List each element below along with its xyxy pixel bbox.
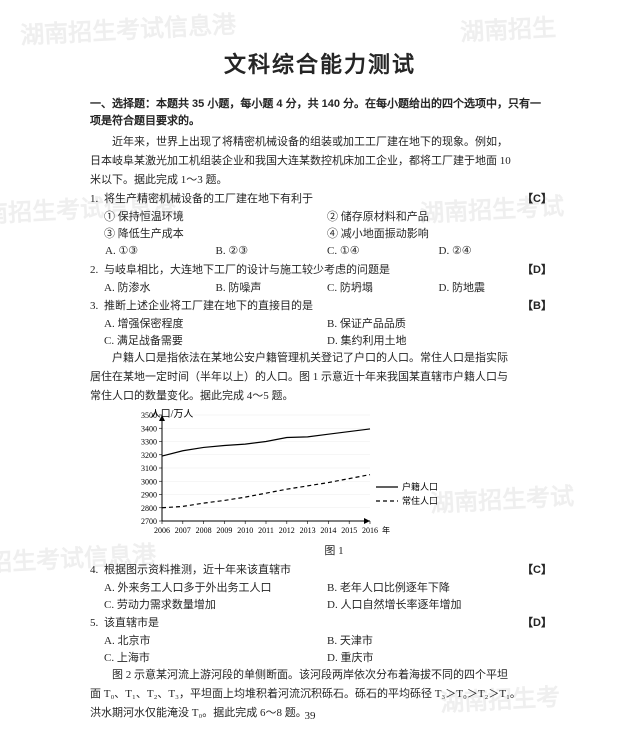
page-number: 39 <box>0 710 620 722</box>
question-4-options: C. 劳动力需求数量增加 D. 人口自然增长率逐年增加 <box>90 597 550 614</box>
question-2-options: A. 防渗水 B. 防噪声 C. 防坍塌 D. 防地震 <box>90 280 550 297</box>
question-stem: 根据图示资料推测，近十年来该直辖市 <box>104 564 291 576</box>
svg-text:2016: 2016 <box>362 526 378 535</box>
svg-text:年: 年 <box>382 525 390 535</box>
option: A. 防渗水 <box>104 280 216 297</box>
svg-text:3500: 3500 <box>141 411 157 420</box>
question-number: 5. <box>90 615 98 632</box>
option: A. 北京市 <box>104 633 327 650</box>
svg-text:2010: 2010 <box>237 526 253 535</box>
svg-text:3200: 3200 <box>141 451 157 460</box>
question-3: 3. 推断上述企业将工厂建在地下的直接目的是 【B】 <box>90 298 550 315</box>
line-chart-svg: 人口/万人 2700 2800 2900 3000 3100 3200 3300 3400 350… <box>118 409 448 539</box>
intro-text: 图 2 示意某河流上游河段的单侧断面。该河段两岸依次分布着海拔不同的四个平坦 <box>90 667 550 684</box>
option: B. 老年人口比例逐年下降 <box>327 580 550 597</box>
option: C. ①④ <box>327 243 439 260</box>
svg-text:2011: 2011 <box>258 526 274 535</box>
option: C. 上海市 <box>104 650 327 667</box>
option: B. ②③ <box>216 243 328 260</box>
svg-text:2007: 2007 <box>175 526 191 535</box>
svg-text:2006: 2006 <box>154 526 170 535</box>
question-1: 1. 将生产精密机械设备的工厂建在地下有利于 【C】 <box>90 191 550 208</box>
content-area: 文科综合能力测试 一、选择题：本题共 35 小题，每小题 4 分，共 140 分… <box>90 48 550 724</box>
svg-text:3100: 3100 <box>141 464 157 473</box>
question-number: 2. <box>90 262 98 279</box>
question-number: 3. <box>90 298 98 315</box>
question-5-options: A. 北京市 B. 天津市 <box>90 633 550 650</box>
question-4: 4. 根据图示资料推测，近十年来该直辖市 【C】 <box>90 562 550 579</box>
item: ① 保持恒温环境 <box>104 209 327 226</box>
option: A. 增强保密程度 <box>104 316 327 333</box>
question-1-options: A. ①③ B. ②③ C. ①④ D. ②④ <box>90 243 550 260</box>
question-5-options: C. 上海市 D. 重庆市 <box>90 650 550 667</box>
svg-text:2014: 2014 <box>320 526 336 535</box>
question-stem: 推断上述企业将工厂建在地下的直接目的是 <box>104 300 313 312</box>
option: D. 重庆市 <box>327 650 550 667</box>
answer-key: 【C】 <box>522 191 552 208</box>
question-stem: 该直辖市是 <box>104 617 159 629</box>
page-title: 文科综合能力测试 <box>90 48 550 82</box>
svg-text:2013: 2013 <box>300 526 316 535</box>
option: C. 满足战备需要 <box>104 333 327 350</box>
intro-text: 常住人口的数量变化。据此完成 4～5 题。 <box>90 388 550 405</box>
intro-text: 近年来，世界上出现了将精密机械设备的组装或加工工厂建在地下的现象。例如， <box>90 134 550 151</box>
svg-text:2009: 2009 <box>216 526 232 535</box>
svg-text:2012: 2012 <box>279 526 295 535</box>
svg-text:常住人口: 常住人口 <box>402 495 438 506</box>
option: D. ②④ <box>439 243 551 260</box>
watermark: 湖南招生 <box>459 8 557 48</box>
svg-text:2800: 2800 <box>141 504 157 513</box>
option: D. 防地震 <box>439 280 551 297</box>
option: B. 天津市 <box>327 633 550 650</box>
question-1-items: ① 保持恒温环境 ② 储存原材料和产品 <box>90 209 550 226</box>
question-1-items: ③ 降低生产成本 ④ 减小地面振动影响 <box>90 226 550 243</box>
svg-text:3300: 3300 <box>141 437 157 446</box>
figure-caption: 图 1 <box>118 543 550 560</box>
question-4-options: A. 外来务工人口多于外出务工人口 B. 老年人口比例逐年下降 <box>90 580 550 597</box>
answer-key: 【D】 <box>522 615 552 632</box>
question-number: 1. <box>90 191 98 208</box>
option: B. 防噪声 <box>216 280 328 297</box>
section-header: 一、选择题：本题共 35 小题，每小题 4 分，共 140 分。在每小题给出的四… <box>90 96 550 130</box>
svg-text:2900: 2900 <box>141 490 157 499</box>
intro-text: 面 T₀、T₁、T₂、T₃，平坦面上均堆积着河流沉积砾石。砾石的平均砾径 T₃＞… <box>90 686 550 703</box>
item: ④ 减小地面振动影响 <box>327 226 550 243</box>
answer-key: 【B】 <box>522 298 552 315</box>
svg-text:2700: 2700 <box>141 517 157 526</box>
question-5: 5. 该直辖市是 【D】 <box>90 615 550 632</box>
question-3-options: C. 满足战备需要 D. 集约利用土地 <box>90 333 550 350</box>
option: C. 劳动力需求数量增加 <box>104 597 327 614</box>
question-3-options: A. 增强保密程度 B. 保证产品品质 <box>90 316 550 333</box>
option: B. 保证产品品质 <box>327 316 550 333</box>
question-2: 2. 与岐阜相比，大连地下工厂的设计与施工较少考虑的问题是 【D】 <box>90 262 550 279</box>
question-number: 4. <box>90 562 98 579</box>
intro-text: 米以下。据此完成 1～3 题。 <box>90 172 550 189</box>
answer-key: 【C】 <box>522 562 552 579</box>
svg-text:3000: 3000 <box>141 477 157 486</box>
option: D. 人口自然增长率逐年增加 <box>327 597 550 614</box>
figure-1-chart: 人口/万人 2700 2800 2900 3000 3100 3200 3300 3400 350… <box>118 409 550 560</box>
option: A. 外来务工人口多于外出务工人口 <box>104 580 327 597</box>
svg-text:2008: 2008 <box>196 526 212 535</box>
question-stem: 将生产精密机械设备的工厂建在地下有利于 <box>104 193 313 205</box>
svg-text:人口/万人: 人口/万人 <box>151 409 194 420</box>
watermark: 湖南招生考试信息港 <box>19 4 237 50</box>
intro-text: 日本岐阜某激光加工机组装企业和我国大连某数控机床加工企业，都将工厂建于地面 10 <box>90 153 550 170</box>
svg-text:户籍人口: 户籍人口 <box>402 481 438 492</box>
answer-key: 【D】 <box>522 262 552 279</box>
item: ③ 降低生产成本 <box>104 226 327 243</box>
intro-text: 居住在某地一定时间（半年以上）的人口。图 1 示意近十年来我国某直辖市户籍人口与 <box>90 369 550 386</box>
item: ② 储存原材料和产品 <box>327 209 550 226</box>
question-stem: 与岐阜相比，大连地下工厂的设计与施工较少考虑的问题是 <box>104 264 390 276</box>
svg-text:2015: 2015 <box>341 526 357 535</box>
option: C. 防坍塌 <box>327 280 439 297</box>
svg-text:3400: 3400 <box>141 424 157 433</box>
option: D. 集约利用土地 <box>327 333 550 350</box>
exam-page: 湖南招生考试信息港 湖南招生 湖南招生考试信息港 湖南招生考试 湖南招生考试信息… <box>0 0 620 736</box>
intro-text: 户籍人口是指依法在某地公安户籍管理机关登记了户口的人口。常住人口是指实际 <box>90 350 550 367</box>
option: A. ①③ <box>104 243 216 260</box>
